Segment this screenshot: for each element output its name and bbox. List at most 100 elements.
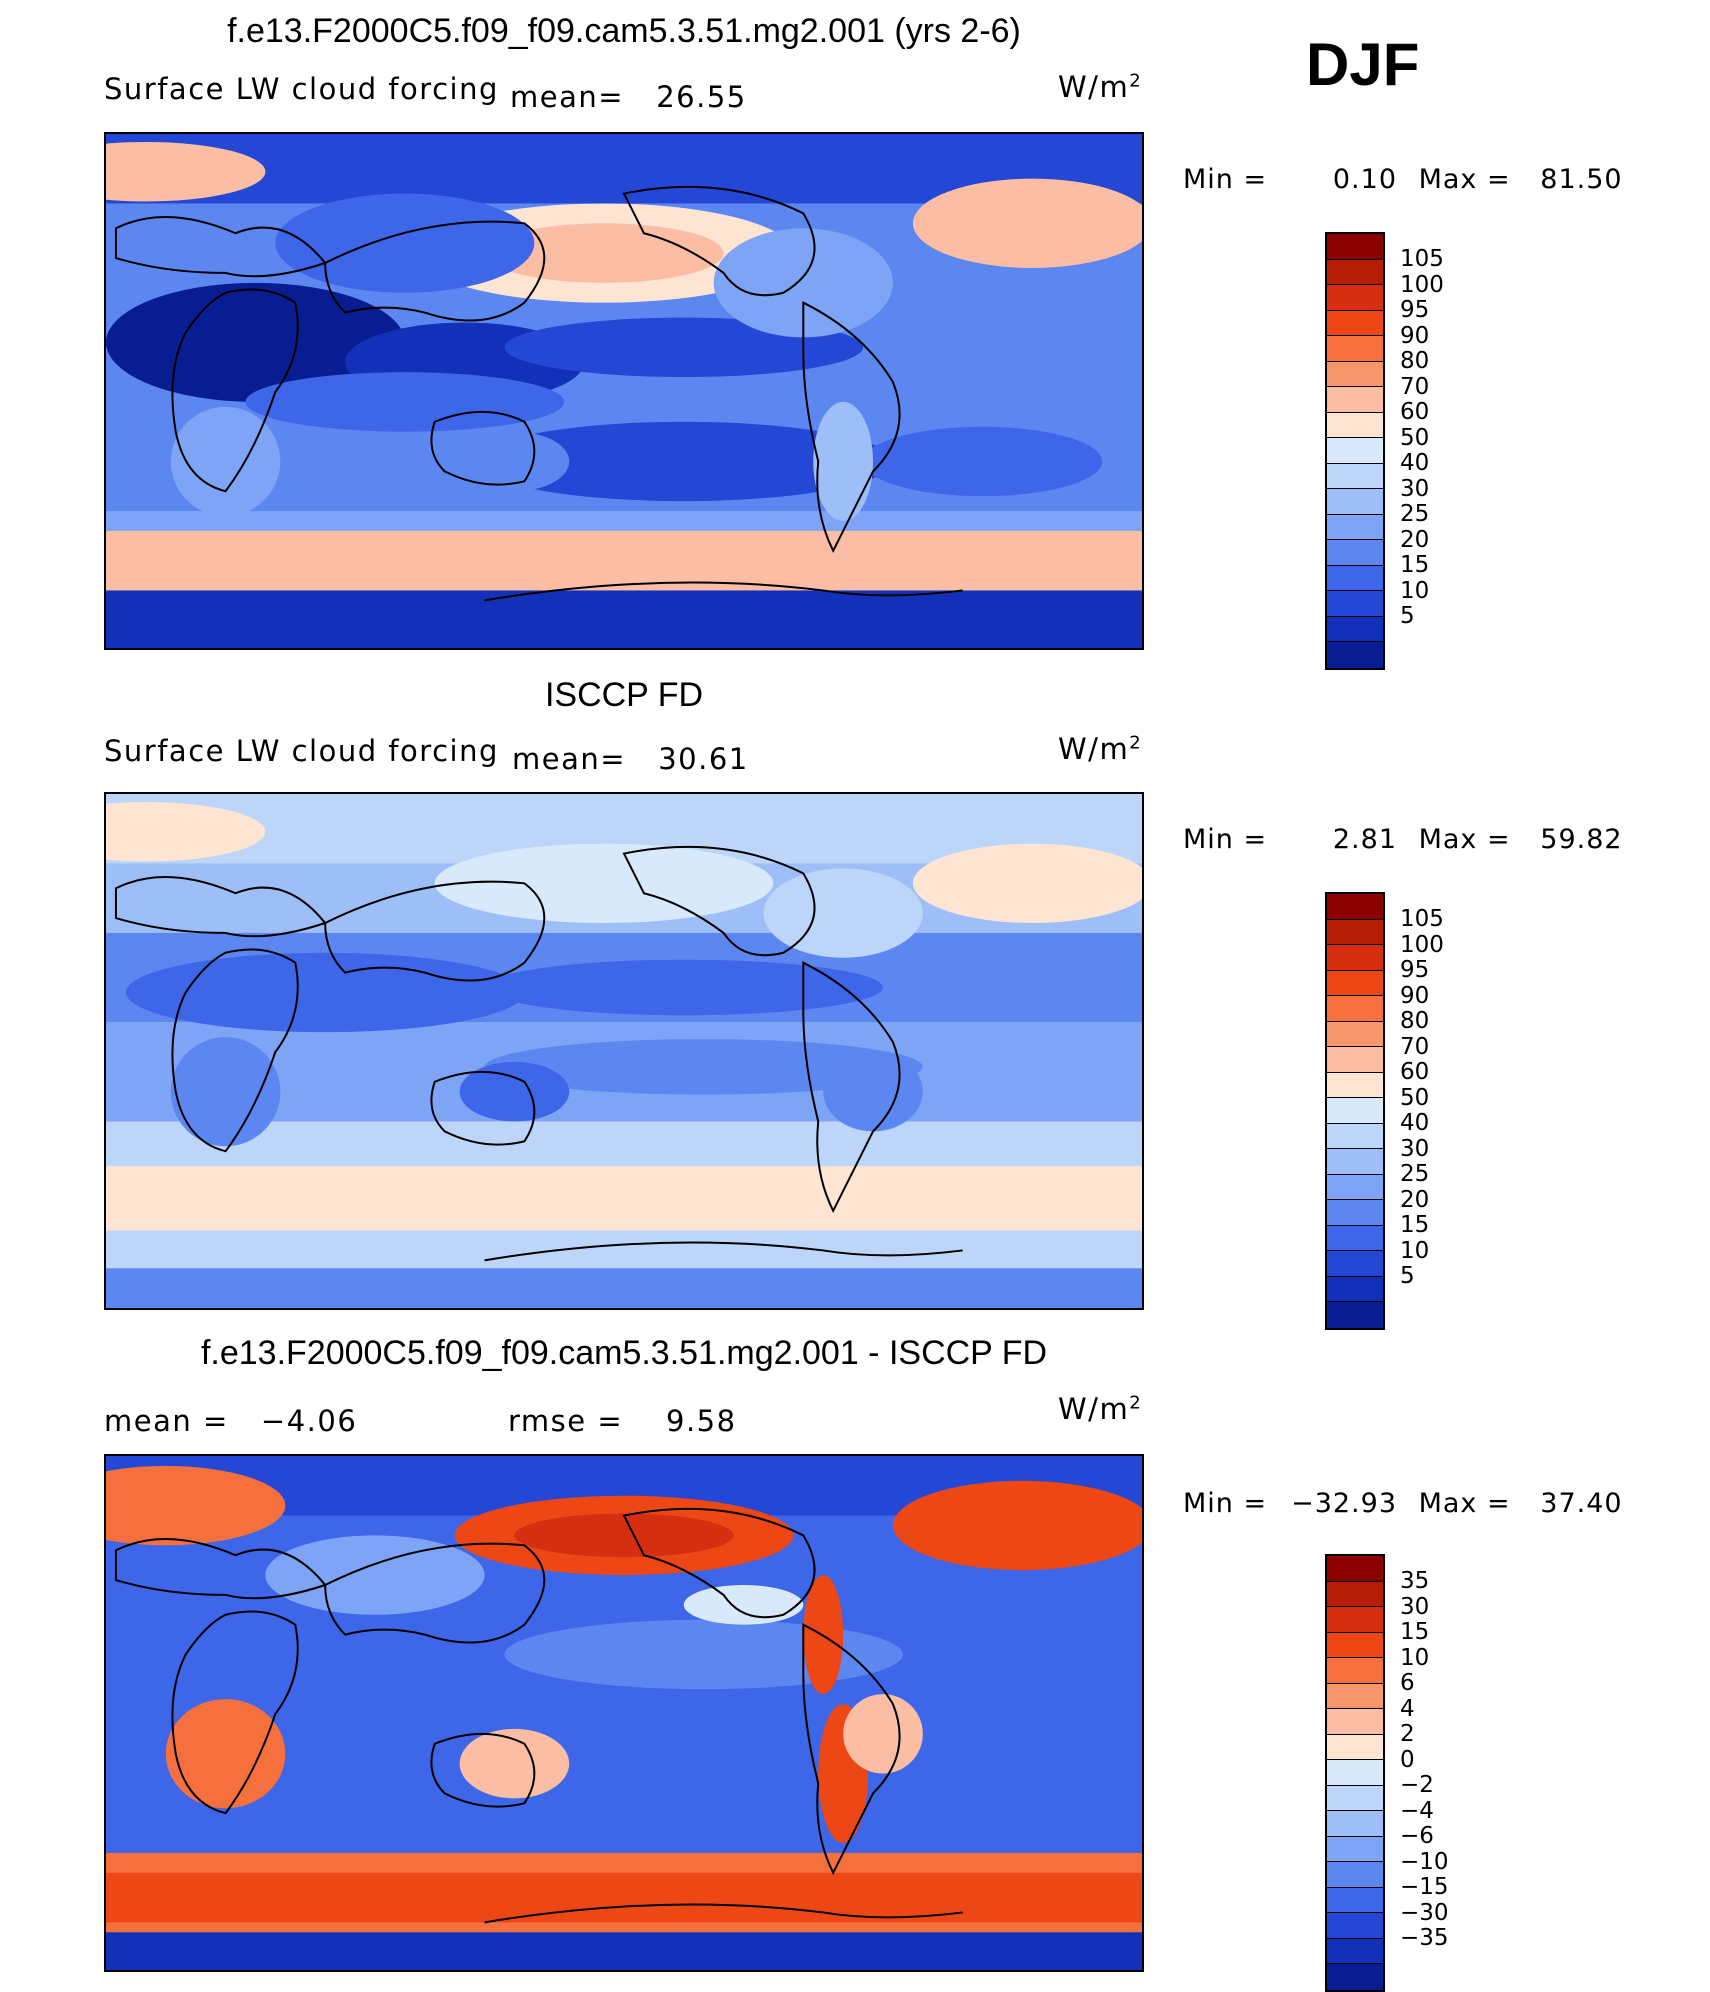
colorbar-tick-label: 40 [1400, 450, 1430, 476]
colorbar-swatch [1327, 1200, 1383, 1226]
colorbar-swatch [1327, 1964, 1383, 1990]
colorbar-tick-label: 70 [1400, 1033, 1430, 1060]
panel-title: f.e13.F2000C5.f09_f09.cam5.3.51.mg2.001 … [227, 12, 1021, 50]
colorbar-tick-label: 90 [1400, 982, 1430, 1009]
panel-title: f.e13.F2000C5.f09_f09.cam5.3.51.mg2.001 … [200, 1334, 1048, 1372]
colorbar-swatch [1327, 1225, 1383, 1251]
max-label: Max = [1418, 164, 1511, 195]
colorbar-swatch [1327, 1251, 1383, 1277]
colorbar-swatch [1327, 1047, 1383, 1073]
min-max-readout: Min = −32.93 Max = 37.40 [1183, 1488, 1623, 1519]
colorbar-tick-label: 4 [1400, 1695, 1415, 1722]
colorbar-swatch [1327, 1811, 1383, 1837]
colorbar-tick-label: 15 [1400, 1619, 1430, 1645]
colorbar-swatch [1327, 1658, 1383, 1684]
mean-label: mean = −4.06 [104, 1404, 358, 1438]
colorbar-tick-label: −30 [1400, 1899, 1449, 1926]
colorbar-tick-label: 5 [1400, 1263, 1415, 1289]
colorbar-tick-label: 20 [1400, 1186, 1430, 1213]
min-value: −32.93 [1291, 1488, 1397, 1519]
colorbar-swatch [1327, 1098, 1383, 1124]
colorbar-tick-label: 100 [1400, 931, 1444, 958]
map-field [106, 794, 1142, 1308]
max-label: Max = [1418, 1488, 1511, 1519]
colorbar-swatch [1327, 387, 1383, 413]
units-label: W/m2 [1058, 70, 1143, 104]
colorbar-tick-label: 0 [1400, 1746, 1415, 1773]
colorbar-tick-label: 105 [1400, 906, 1444, 932]
colorbar-tick-label: 60 [1400, 1059, 1430, 1085]
colorbar-swatch [1327, 1887, 1383, 1913]
mean-label: mean= 26.55 [510, 80, 747, 114]
colorbar-tick-label: 70 [1400, 373, 1430, 400]
colorbar-swatch [1327, 1149, 1383, 1175]
colorbar-swatch [1327, 489, 1383, 515]
colorbar-swatch [1327, 1760, 1383, 1786]
map-field [106, 134, 1142, 648]
panel-model: f.e13.F2000C5.f09_f09.cam5.3.51.mg2.001 … [0, 0, 1710, 670]
colorbar-tick-label: 80 [1400, 1008, 1430, 1034]
colorbar [1325, 232, 1385, 670]
colorbar-tick-label: 10 [1400, 577, 1430, 604]
colorbar-tick-label: 50 [1400, 1084, 1430, 1111]
colorbar-swatch [1327, 514, 1383, 540]
colorbar-tick-label: 2 [1400, 1721, 1415, 1747]
units-label: W/m2 [1058, 732, 1143, 766]
colorbar-tick-label: 95 [1400, 957, 1430, 983]
panel-difference: f.e13.F2000C5.f09_f09.cam5.3.51.mg2.001 … [0, 1320, 1710, 1992]
colorbar-tick-label: 10 [1400, 1237, 1430, 1264]
colorbar-tick-label: 15 [1400, 1212, 1430, 1238]
colorbar-swatch [1327, 1836, 1383, 1862]
units-label: W/m2 [1058, 1392, 1143, 1426]
min-max-readout: Min = 0.10 Max = 81.50 [1183, 164, 1623, 195]
colorbar-swatch [1327, 1683, 1383, 1709]
colorbar-tick-label: 15 [1400, 552, 1430, 578]
colorbar-swatch [1327, 1276, 1383, 1302]
colorbar-tick-label: 100 [1400, 271, 1444, 298]
colorbar-tick-label: 30 [1400, 1135, 1430, 1162]
colorbar-tick-label: −4 [1400, 1797, 1434, 1824]
colorbar-tick-label: −2 [1400, 1772, 1434, 1798]
colorbar-tick-label: 25 [1400, 501, 1430, 527]
colorbar-tick-label: 50 [1400, 424, 1430, 451]
map-difference [104, 1454, 1144, 1972]
colorbar-tick-label: −35 [1400, 1925, 1449, 1951]
colorbar-swatch [1327, 945, 1383, 971]
colorbar-swatch [1327, 919, 1383, 945]
colorbar [1325, 892, 1385, 1330]
colorbar [1325, 1554, 1385, 1992]
colorbar-tick-label: 10 [1400, 1644, 1430, 1671]
colorbar-swatch [1327, 336, 1383, 362]
colorbar-swatch [1327, 1862, 1383, 1888]
colorbar-tick-label: 30 [1400, 475, 1430, 502]
map-model [104, 132, 1144, 650]
colorbar-tick-label: 80 [1400, 348, 1430, 374]
panel-title: ISCCP FD [544, 676, 704, 714]
colorbar-swatch [1327, 310, 1383, 336]
colorbar-tick-label: −10 [1400, 1848, 1449, 1875]
colorbar-swatch [1327, 1174, 1383, 1200]
colorbar-swatch [1327, 361, 1383, 387]
colorbar-swatch [1327, 970, 1383, 996]
colorbar-swatch [1327, 463, 1383, 489]
map-observation [104, 792, 1144, 1310]
colorbar-swatch [1327, 1556, 1383, 1582]
colorbar-tick-label: 40 [1400, 1110, 1430, 1136]
min-label: Min = [1183, 164, 1268, 195]
colorbar-swatch [1327, 234, 1383, 260]
colorbar-swatch [1327, 996, 1383, 1022]
colorbar-tick-label: 60 [1400, 399, 1430, 425]
colorbar-swatch [1327, 1632, 1383, 1658]
colorbar-swatch [1327, 285, 1383, 311]
colorbar-swatch [1327, 259, 1383, 285]
colorbar-swatch [1327, 894, 1383, 920]
colorbar-tick-label: 6 [1400, 1670, 1415, 1696]
colorbar-tick-label: 5 [1400, 603, 1415, 629]
colorbar-tick-label: 20 [1400, 526, 1430, 553]
colorbar-swatch [1327, 1913, 1383, 1939]
colorbar-tick-label: 95 [1400, 297, 1430, 323]
max-value: 59.82 [1540, 824, 1623, 855]
colorbar-swatch [1327, 1709, 1383, 1735]
rmse-label: rmse = 9.58 [508, 1404, 737, 1438]
min-value: 2.81 [1332, 824, 1397, 855]
